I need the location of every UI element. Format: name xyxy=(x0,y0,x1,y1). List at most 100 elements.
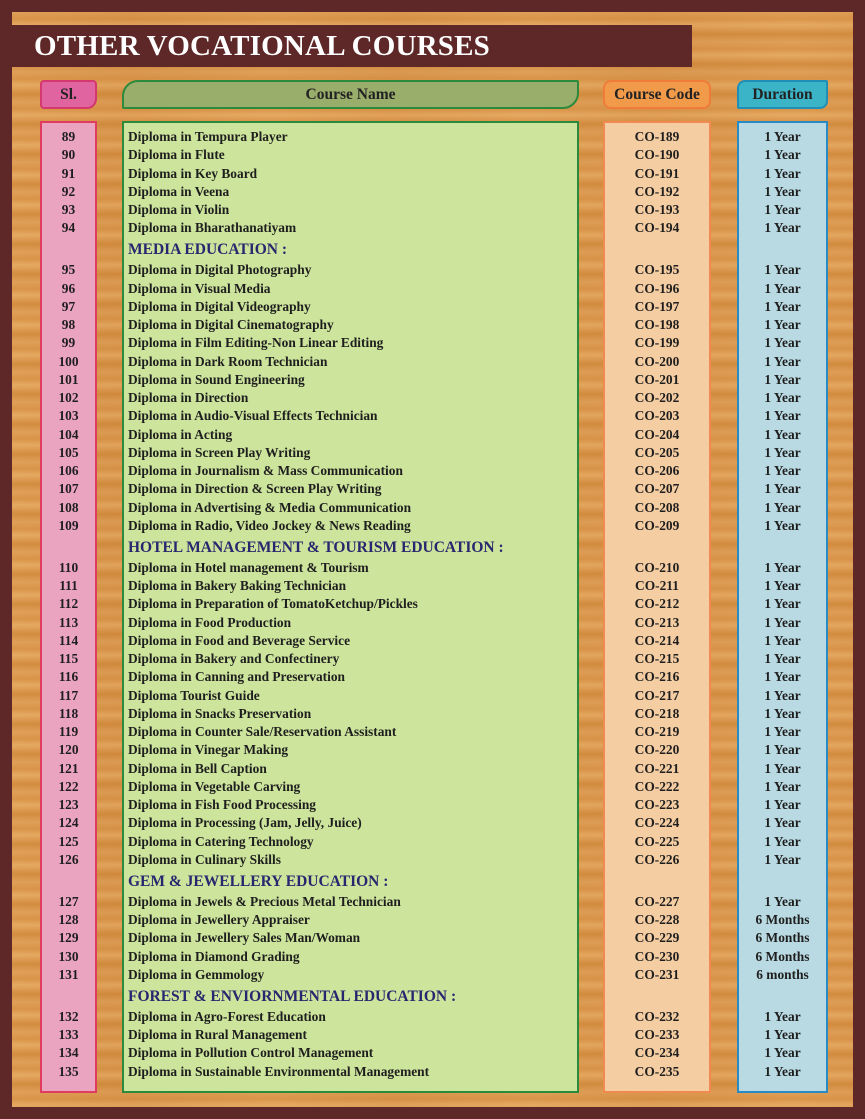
header-duration: Duration xyxy=(737,80,828,109)
course-duration: 1 Year xyxy=(764,335,801,351)
serial-number: 102 xyxy=(58,390,79,405)
course-name: Diploma in Direction & Screen Play Writi… xyxy=(128,481,382,497)
course-code: CO-209 xyxy=(634,517,680,533)
serial-number: 122 xyxy=(58,778,79,794)
header-sl: Sl. xyxy=(40,80,97,109)
course-duration: 6 Months xyxy=(755,948,810,964)
serial-number: 125 xyxy=(58,833,79,849)
course-code: CO-222 xyxy=(634,778,680,794)
serial-number: 128 xyxy=(58,912,79,927)
course-code: CO-225 xyxy=(634,833,680,849)
course-code: CO-194 xyxy=(634,220,680,236)
serial-number: 107 xyxy=(58,481,79,497)
course-code: CO-191 xyxy=(634,165,680,181)
course-duration: 1 Year xyxy=(764,129,801,144)
serial-number: 132 xyxy=(58,1008,79,1024)
section-heading: MEDIA EDUCATION : xyxy=(128,241,288,258)
course-duration: 1 Year xyxy=(764,797,801,812)
course-name: Diploma in Tempura Player xyxy=(128,129,288,144)
course-code: CO-231 xyxy=(634,966,680,982)
course-code: CO-227 xyxy=(634,893,680,909)
page-title: OTHER VOCATIONAL COURSES xyxy=(34,30,490,62)
course-duration: 1 Year xyxy=(764,426,801,442)
course-duration: 1 Year xyxy=(764,371,801,387)
course-name: Diploma in Sound Engineering xyxy=(128,371,305,387)
header-course-name: Course Name xyxy=(122,80,579,109)
course-duration: 1 Year xyxy=(764,1063,801,1079)
course-code: CO-230 xyxy=(634,948,680,964)
serial-number: 106 xyxy=(58,463,79,478)
serial-number: 92 xyxy=(61,183,76,199)
course-name: Diploma in Audio-Visual Effects Technici… xyxy=(128,408,378,424)
serial-number: 105 xyxy=(58,444,79,460)
course-name: Diploma in Counter Sale/Reservation Assi… xyxy=(128,724,397,739)
course-duration: 1 Year xyxy=(764,1008,801,1024)
course-duration: 1 Year xyxy=(764,1027,801,1042)
course-name: Diploma in Jewellery Sales Man/Woman xyxy=(128,930,361,946)
course-duration: 1 Year xyxy=(764,298,801,314)
course-code: CO-205 xyxy=(634,444,680,460)
serial-number: 94 xyxy=(61,220,76,236)
serial-number: 100 xyxy=(58,353,79,369)
course-code: CO-208 xyxy=(634,499,680,515)
course-name: Diploma in Digital Videography xyxy=(128,298,311,314)
serial-number: 112 xyxy=(58,596,79,612)
course-code: CO-214 xyxy=(634,632,680,648)
course-code: CO-228 xyxy=(634,912,680,927)
course-name: Diploma in Flute xyxy=(128,147,225,163)
course-name: Diploma in Rural Management xyxy=(128,1027,307,1042)
serial-number: 119 xyxy=(58,724,79,739)
course-name: Diploma in Advertising & Media Communica… xyxy=(128,499,412,515)
course-duration: 1 Year xyxy=(764,262,801,278)
course-code: CO-206 xyxy=(634,463,680,478)
course-code: CO-202 xyxy=(634,390,680,405)
course-code: CO-235 xyxy=(634,1063,680,1079)
serial-number: 118 xyxy=(58,705,79,721)
course-code: CO-224 xyxy=(634,815,680,831)
course-duration: 1 Year xyxy=(764,632,801,648)
serial-number: 113 xyxy=(58,614,79,630)
serial-number: 111 xyxy=(59,578,78,593)
course-name: Diploma in Bakery and Confectinery xyxy=(128,651,340,666)
course-duration: 1 Year xyxy=(764,724,801,739)
course-duration: 1 Year xyxy=(764,578,801,593)
course-code: CO-196 xyxy=(634,280,680,296)
course-code: CO-195 xyxy=(634,262,680,278)
course-code: CO-223 xyxy=(634,797,680,812)
duration-column xyxy=(737,121,828,1093)
course-name: Diploma in Vinegar Making xyxy=(128,742,289,758)
course-duration: 1 Year xyxy=(764,669,801,685)
serial-number: 124 xyxy=(58,815,79,831)
course-name: Diploma in Violin xyxy=(128,202,230,217)
course-duration: 1 Year xyxy=(764,202,801,217)
course-duration: 1 Year xyxy=(764,499,801,515)
course-duration: 1 Year xyxy=(764,742,801,758)
course-duration: 1 Year xyxy=(764,220,801,236)
serial-number: 120 xyxy=(58,742,79,758)
course-code: CO-219 xyxy=(634,724,680,739)
course-code: CO-189 xyxy=(634,129,680,144)
serial-number: 114 xyxy=(58,632,79,648)
course-duration: 1 Year xyxy=(764,317,801,332)
serial-number: 133 xyxy=(58,1027,79,1042)
serial-number: 131 xyxy=(58,966,79,982)
course-name: Diploma in Film Editing-Non Linear Editi… xyxy=(128,335,384,351)
serial-number: 103 xyxy=(58,408,79,424)
course-name: Diploma in Snacks Preservation xyxy=(128,705,312,721)
title-bar: OTHER VOCATIONAL COURSES xyxy=(0,25,692,67)
course-name: Diploma in Bakery Baking Technician xyxy=(128,578,347,593)
course-duration: 1 Year xyxy=(764,760,801,776)
serial-number: 115 xyxy=(58,651,79,666)
course-code: CO-215 xyxy=(634,651,680,666)
course-duration: 1 Year xyxy=(764,165,801,181)
serial-number: 101 xyxy=(58,371,79,387)
course-duration: 1 Year xyxy=(764,280,801,296)
course-duration: 6 Months xyxy=(755,930,810,946)
course-duration: 6 months xyxy=(756,966,809,982)
course-duration: 1 Year xyxy=(764,559,801,575)
section-heading: FOREST & ENVIORNMENTAL EDUCATION : xyxy=(128,987,457,1005)
course-duration: 1 Year xyxy=(764,651,801,666)
serial-number: 110 xyxy=(58,559,79,575)
header-course-code: Course Code xyxy=(603,80,711,109)
course-code: CO-192 xyxy=(634,183,680,199)
